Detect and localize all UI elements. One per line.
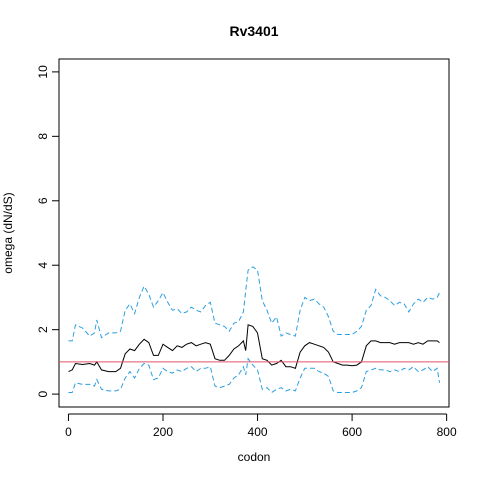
chart-title: Rv3401: [229, 23, 278, 39]
y-axis: 0 2 4 6 8 10: [36, 65, 60, 397]
y-tick-label: 4: [36, 262, 50, 269]
y-tick-label: 8: [36, 133, 50, 140]
x-tick-label: 600: [342, 425, 362, 439]
y-tick-label: 6: [36, 197, 50, 204]
x-axis: 0 200 400 600 800: [65, 413, 457, 439]
series-line-estimate: [68, 324, 440, 373]
series-line-upper-bound: [68, 266, 440, 342]
series-layer: [68, 266, 440, 394]
x-tick-label: 0: [65, 425, 72, 439]
x-tick-label: 200: [153, 425, 173, 439]
x-axis-label: codon: [238, 450, 271, 464]
plot-frame: [58, 58, 450, 408]
x-tick-label: 800: [437, 425, 457, 439]
y-tick-label: 0: [36, 390, 50, 397]
y-axis-label: omega (dN/dS): [1, 192, 15, 273]
y-tick-label: 10: [36, 65, 50, 79]
series-line-lower-bound: [68, 357, 440, 394]
x-tick-label: 400: [248, 425, 268, 439]
y-tick-label: 2: [36, 326, 50, 333]
